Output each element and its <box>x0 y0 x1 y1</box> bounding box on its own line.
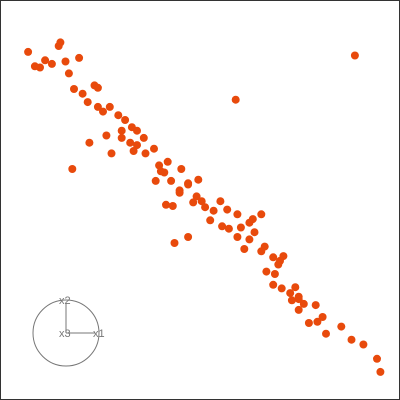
data-point <box>248 215 257 224</box>
data-point <box>299 299 308 308</box>
axes-orientation-glyph: x1 x2 x3 <box>32 295 105 367</box>
data-point <box>245 235 254 244</box>
data-point <box>126 138 135 147</box>
points-layer <box>24 38 385 376</box>
data-point <box>294 305 303 314</box>
data-point <box>233 233 242 241</box>
data-point <box>304 319 313 327</box>
data-point <box>175 188 184 197</box>
data-point <box>216 197 225 206</box>
data-point <box>313 317 322 326</box>
data-point <box>233 210 242 219</box>
data-point <box>64 69 73 78</box>
data-point <box>347 335 356 344</box>
data-point <box>270 270 279 278</box>
data-point <box>151 176 160 185</box>
data-point <box>162 200 170 209</box>
data-point <box>359 340 368 349</box>
data-point <box>163 157 172 166</box>
data-point <box>121 116 130 124</box>
data-point <box>78 89 87 98</box>
data-point <box>141 149 150 158</box>
data-point <box>194 175 203 184</box>
data-point <box>75 53 84 62</box>
data-point <box>83 98 92 107</box>
data-point <box>337 322 346 331</box>
data-point <box>269 253 278 262</box>
data-point <box>286 289 295 298</box>
data-point <box>167 176 176 185</box>
data-point <box>30 62 39 71</box>
data-point <box>105 102 114 111</box>
x1-axis-label: x1 <box>93 328 105 340</box>
data-point <box>41 56 50 65</box>
data-point <box>236 223 245 232</box>
data-point <box>201 203 210 212</box>
data-point <box>117 126 126 135</box>
data-point <box>107 149 116 158</box>
data-point <box>287 296 296 305</box>
data-point <box>70 85 78 93</box>
data-point <box>68 165 77 173</box>
orientation-circle <box>32 299 100 367</box>
data-point <box>218 222 227 231</box>
data-point <box>114 111 123 120</box>
x2-axis-label: x2 <box>59 295 71 307</box>
data-point <box>61 57 70 66</box>
data-point <box>102 131 111 140</box>
data-point <box>206 216 215 225</box>
data-point <box>56 38 65 47</box>
data-point <box>156 167 165 176</box>
data-point <box>223 205 232 214</box>
data-point <box>47 59 56 68</box>
data-point <box>231 95 240 104</box>
data-point <box>197 197 206 206</box>
data-point <box>168 202 177 210</box>
data-point <box>93 83 102 92</box>
data-point <box>257 210 266 219</box>
data-point <box>291 283 300 292</box>
data-point <box>85 138 94 147</box>
data-point <box>269 280 278 289</box>
data-point <box>24 47 33 56</box>
data-point <box>99 107 107 116</box>
data-point <box>139 133 148 142</box>
data-point <box>184 180 193 189</box>
data-point <box>294 292 303 301</box>
data-point <box>209 206 218 215</box>
data-point <box>189 198 198 207</box>
data-point <box>277 284 286 293</box>
data-point <box>262 267 271 276</box>
data-point <box>274 260 283 269</box>
data-point <box>177 165 186 173</box>
data-point <box>322 329 330 338</box>
data-point <box>279 252 288 261</box>
data-point <box>117 133 126 142</box>
data-point <box>127 123 136 132</box>
data-point <box>150 144 158 153</box>
data-point <box>376 367 385 376</box>
data-point <box>184 233 193 241</box>
data-point <box>133 141 141 150</box>
data-point <box>257 247 266 256</box>
outlier-point <box>350 51 359 60</box>
data-point <box>318 313 327 321</box>
data-point <box>250 228 259 237</box>
data-point <box>240 245 249 253</box>
data-point <box>129 147 138 155</box>
data-point <box>170 239 179 247</box>
data-point <box>93 102 102 111</box>
x3-axis-label: x3 <box>59 328 71 340</box>
data-point <box>224 224 233 233</box>
data-point <box>311 301 320 310</box>
data-point <box>192 192 201 201</box>
data-point <box>373 354 381 363</box>
